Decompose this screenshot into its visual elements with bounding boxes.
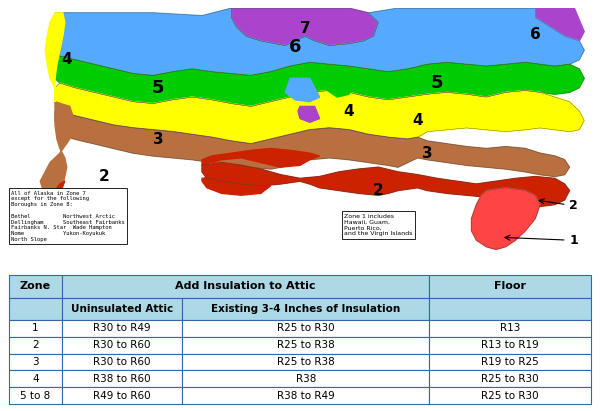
Text: 3: 3	[152, 132, 163, 147]
Text: R30 to R49: R30 to R49	[94, 323, 151, 333]
Bar	[9, 298, 62, 320]
Text: 4: 4	[412, 113, 423, 128]
Text: 3: 3	[32, 357, 39, 367]
Text: R38 to R49: R38 to R49	[277, 391, 335, 401]
Text: Zone: Zone	[20, 281, 51, 291]
Bar	[430, 298, 591, 320]
Text: Add Insulation to Attic: Add Insulation to Attic	[175, 281, 316, 291]
Bar	[430, 320, 591, 337]
Text: R25 to R30: R25 to R30	[277, 323, 335, 333]
Bar	[182, 298, 430, 320]
Bar	[62, 370, 182, 387]
Polygon shape	[40, 102, 74, 200]
Bar	[182, 387, 430, 404]
Text: R19 to R25: R19 to R25	[481, 357, 539, 367]
Text: 2: 2	[32, 340, 39, 350]
Text: 4: 4	[61, 52, 72, 67]
Bar	[182, 353, 430, 370]
Text: 3: 3	[422, 145, 433, 161]
Bar	[62, 275, 430, 298]
Text: R30 to R60: R30 to R60	[94, 357, 151, 367]
Polygon shape	[286, 79, 320, 102]
Bar	[62, 353, 182, 370]
Polygon shape	[55, 83, 584, 144]
Text: Zone 1 includes
Hawaii, Guam,
Puerto Rico,
and the Virgin Islands: Zone 1 includes Hawaii, Guam, Puerto Ric…	[344, 214, 412, 236]
Polygon shape	[55, 55, 584, 106]
Bar	[430, 370, 591, 387]
Text: R25 to R30: R25 to R30	[481, 391, 539, 401]
Bar	[430, 353, 591, 370]
Text: 6: 6	[289, 39, 301, 56]
Polygon shape	[472, 188, 540, 249]
Text: 6: 6	[530, 27, 541, 42]
Text: 7: 7	[299, 21, 310, 36]
Text: R13: R13	[500, 323, 520, 333]
Bar	[9, 320, 62, 337]
Text: 4: 4	[344, 104, 355, 119]
Polygon shape	[202, 148, 320, 167]
Bar	[9, 370, 62, 387]
Text: R25 to R38: R25 to R38	[277, 340, 335, 350]
Text: R30 to R60: R30 to R60	[94, 340, 151, 350]
Bar	[9, 353, 62, 370]
Text: 2: 2	[98, 169, 109, 184]
Text: R13 to R19: R13 to R19	[481, 340, 539, 350]
Text: R25 to R38: R25 to R38	[277, 357, 335, 367]
Text: 5 to 8: 5 to 8	[20, 391, 50, 401]
Text: 5: 5	[152, 79, 164, 97]
Bar	[9, 275, 62, 298]
Bar	[182, 320, 430, 337]
Bar	[9, 337, 62, 353]
Text: R49 to R60: R49 to R60	[94, 391, 151, 401]
Bar	[430, 387, 591, 404]
Text: All of Alaska in Zone 7
except for the following
Boroughs in Zone 8:

Bethel    : All of Alaska in Zone 7 except for the f…	[11, 191, 125, 242]
Bar	[430, 275, 591, 298]
Bar	[9, 387, 62, 404]
Text: 2: 2	[373, 183, 384, 198]
Text: R38 to R60: R38 to R60	[94, 374, 151, 384]
Bar	[62, 298, 182, 320]
Text: R38: R38	[296, 374, 316, 384]
Polygon shape	[202, 162, 569, 206]
Text: R25 to R30: R25 to R30	[481, 374, 539, 384]
Bar	[62, 337, 182, 353]
Text: 1: 1	[505, 234, 578, 247]
Text: 1: 1	[32, 323, 39, 333]
Polygon shape	[202, 175, 271, 195]
Text: Existing 3-4 Inches of Insulation: Existing 3-4 Inches of Insulation	[211, 304, 401, 314]
Polygon shape	[50, 181, 65, 200]
Polygon shape	[51, 13, 65, 79]
Text: Floor: Floor	[494, 281, 526, 291]
Bar	[430, 337, 591, 353]
Polygon shape	[328, 76, 354, 97]
Bar	[182, 337, 430, 353]
Bar	[62, 387, 182, 404]
Polygon shape	[45, 13, 63, 102]
Bar	[62, 320, 182, 337]
Text: Uninsulated Attic: Uninsulated Attic	[71, 304, 173, 314]
Text: 2: 2	[539, 199, 578, 212]
Text: 5: 5	[431, 74, 443, 92]
Bar	[182, 370, 430, 387]
Polygon shape	[298, 106, 320, 122]
Polygon shape	[55, 8, 584, 76]
Polygon shape	[535, 8, 584, 41]
Text: 4: 4	[32, 374, 39, 384]
Polygon shape	[55, 111, 569, 177]
Polygon shape	[232, 8, 379, 46]
